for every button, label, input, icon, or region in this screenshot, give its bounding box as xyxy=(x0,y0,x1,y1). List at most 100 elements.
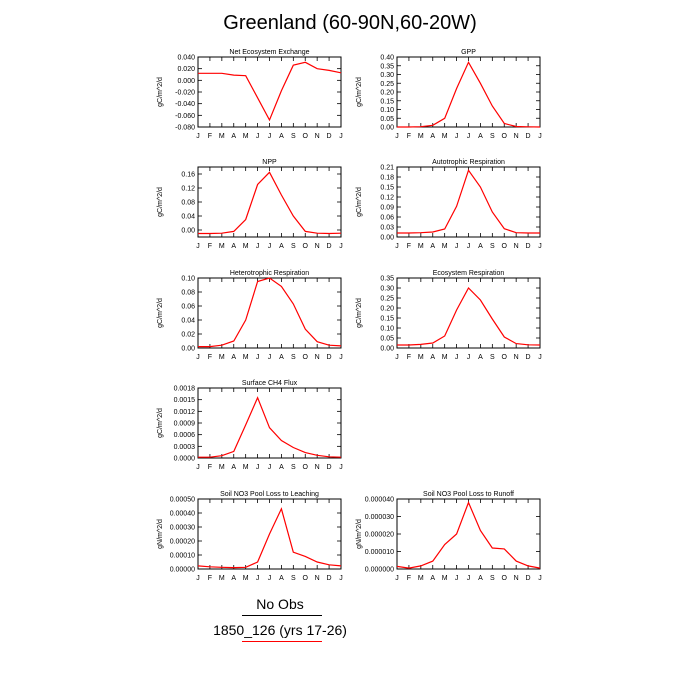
y-tick-label: 0.000030 xyxy=(365,514,394,521)
x-tick-label: J xyxy=(395,133,399,140)
plot-frame xyxy=(396,56,541,128)
y-tick-label: 0.0009 xyxy=(174,421,196,428)
x-tick-label: F xyxy=(208,354,212,361)
panel-title: Net Ecosystem Exchange xyxy=(229,49,309,56)
x-tick-label: N xyxy=(315,133,320,140)
series-line xyxy=(397,287,541,346)
x-tick-label: O xyxy=(502,243,508,250)
panel-title: Heterotrophic Respiration xyxy=(230,270,309,277)
y-tick-label: 0.35 xyxy=(380,63,394,70)
x-tick-label: J xyxy=(455,575,459,582)
y-tick-label: 0.0018 xyxy=(174,386,196,393)
x-tick-label: A xyxy=(430,575,435,582)
x-tick-label: S xyxy=(291,464,296,471)
x-tick-label: S xyxy=(291,354,296,361)
x-tick-label: A xyxy=(231,575,236,582)
x-tick-label: J xyxy=(467,133,471,140)
series-line xyxy=(198,171,342,235)
y-tick-label: 0.000020 xyxy=(365,532,394,539)
x-tick-label: J xyxy=(339,133,343,140)
panel-title: Surface CH4 Flux xyxy=(242,380,298,387)
x-tick-label: M xyxy=(219,575,225,582)
y-tick-label: 0.05 xyxy=(380,336,394,343)
y-tick-label: 0.03 xyxy=(380,225,394,232)
y-tick-label: 0.000000 xyxy=(365,567,394,574)
x-tick-label: S xyxy=(291,243,296,250)
plot-frame xyxy=(396,166,541,238)
x-tick-label: N xyxy=(315,354,320,361)
x-tick-label: J xyxy=(538,133,542,140)
series-line xyxy=(198,61,342,122)
x-tick-label: M xyxy=(418,575,424,582)
x-tick-label: A xyxy=(478,133,483,140)
x-tick-label: M xyxy=(219,133,225,140)
x-tick-label: S xyxy=(291,575,296,582)
y-axis-label: gC/m^2/d xyxy=(356,187,363,217)
y-tick-label: 0.00050 xyxy=(170,497,195,504)
x-tick-label: J xyxy=(467,575,471,582)
y-axis-label: gC/m^2/d xyxy=(356,298,363,328)
x-tick-label: J xyxy=(196,133,200,140)
panel-title: Ecosystem Respiration xyxy=(433,270,505,277)
x-tick-label: J xyxy=(538,575,542,582)
y-tick-label: 0.16 xyxy=(181,172,195,179)
x-tick-label: S xyxy=(291,133,296,140)
y-tick-label: 0.15 xyxy=(380,316,394,323)
y-tick-label: 0.15 xyxy=(380,98,394,105)
y-tick-label: 0.30 xyxy=(380,72,394,79)
x-tick-label: F xyxy=(208,575,212,582)
y-axis-label: gN/m^2/d xyxy=(157,519,164,549)
legend-obs-line xyxy=(242,615,322,616)
x-tick-label: J xyxy=(455,133,459,140)
series-line xyxy=(198,396,342,458)
y-tick-label: 0.000040 xyxy=(365,497,394,504)
x-tick-label: J xyxy=(339,354,343,361)
x-tick-label: S xyxy=(490,575,495,582)
y-tick-label: 0.08 xyxy=(181,290,195,297)
series-line xyxy=(197,507,342,569)
x-tick-label: N xyxy=(514,575,519,582)
plot-frame xyxy=(396,498,541,570)
y-tick-label: 0.06 xyxy=(380,215,394,222)
x-tick-label: M xyxy=(442,354,448,361)
x-tick-label: J xyxy=(196,464,200,471)
series-line xyxy=(397,168,540,234)
y-tick-label: 0.00030 xyxy=(170,525,195,532)
x-tick-label: J xyxy=(538,243,542,250)
x-tick-label: S xyxy=(490,243,495,250)
x-tick-label: M xyxy=(418,133,424,140)
x-tick-label: D xyxy=(327,575,332,582)
x-tick-label: A xyxy=(478,354,483,361)
y-tick-label: 0.00000 xyxy=(170,567,195,574)
x-tick-label: A xyxy=(231,354,236,361)
x-tick-label: J xyxy=(455,243,459,250)
x-tick-label: J xyxy=(395,575,399,582)
x-tick-label: J xyxy=(196,354,200,361)
x-tick-label: S xyxy=(490,354,495,361)
y-tick-label: 0.00 xyxy=(181,228,195,235)
y-tick-label: 0.10 xyxy=(380,326,394,333)
x-tick-label: O xyxy=(502,133,508,140)
x-tick-label: J xyxy=(339,464,343,471)
y-tick-label: 0.09 xyxy=(380,205,394,212)
y-tick-label: 0.0006 xyxy=(174,432,196,439)
x-tick-label: J xyxy=(196,575,200,582)
y-tick-label: 0.000 xyxy=(177,78,195,85)
x-tick-label: A xyxy=(231,243,236,250)
y-tick-label: 0.10 xyxy=(380,107,394,114)
y-tick-label: 0.06 xyxy=(181,304,195,311)
x-tick-label: J xyxy=(339,575,343,582)
x-tick-label: J xyxy=(395,243,399,250)
x-tick-label: O xyxy=(303,133,309,140)
x-tick-label: A xyxy=(279,133,284,140)
x-tick-label: A xyxy=(279,243,284,250)
panel-title: Autotrophic Respiration xyxy=(432,159,505,166)
x-tick-label: D xyxy=(327,243,332,250)
y-tick-label: 0.00 xyxy=(181,346,195,353)
x-tick-label: S xyxy=(490,133,495,140)
